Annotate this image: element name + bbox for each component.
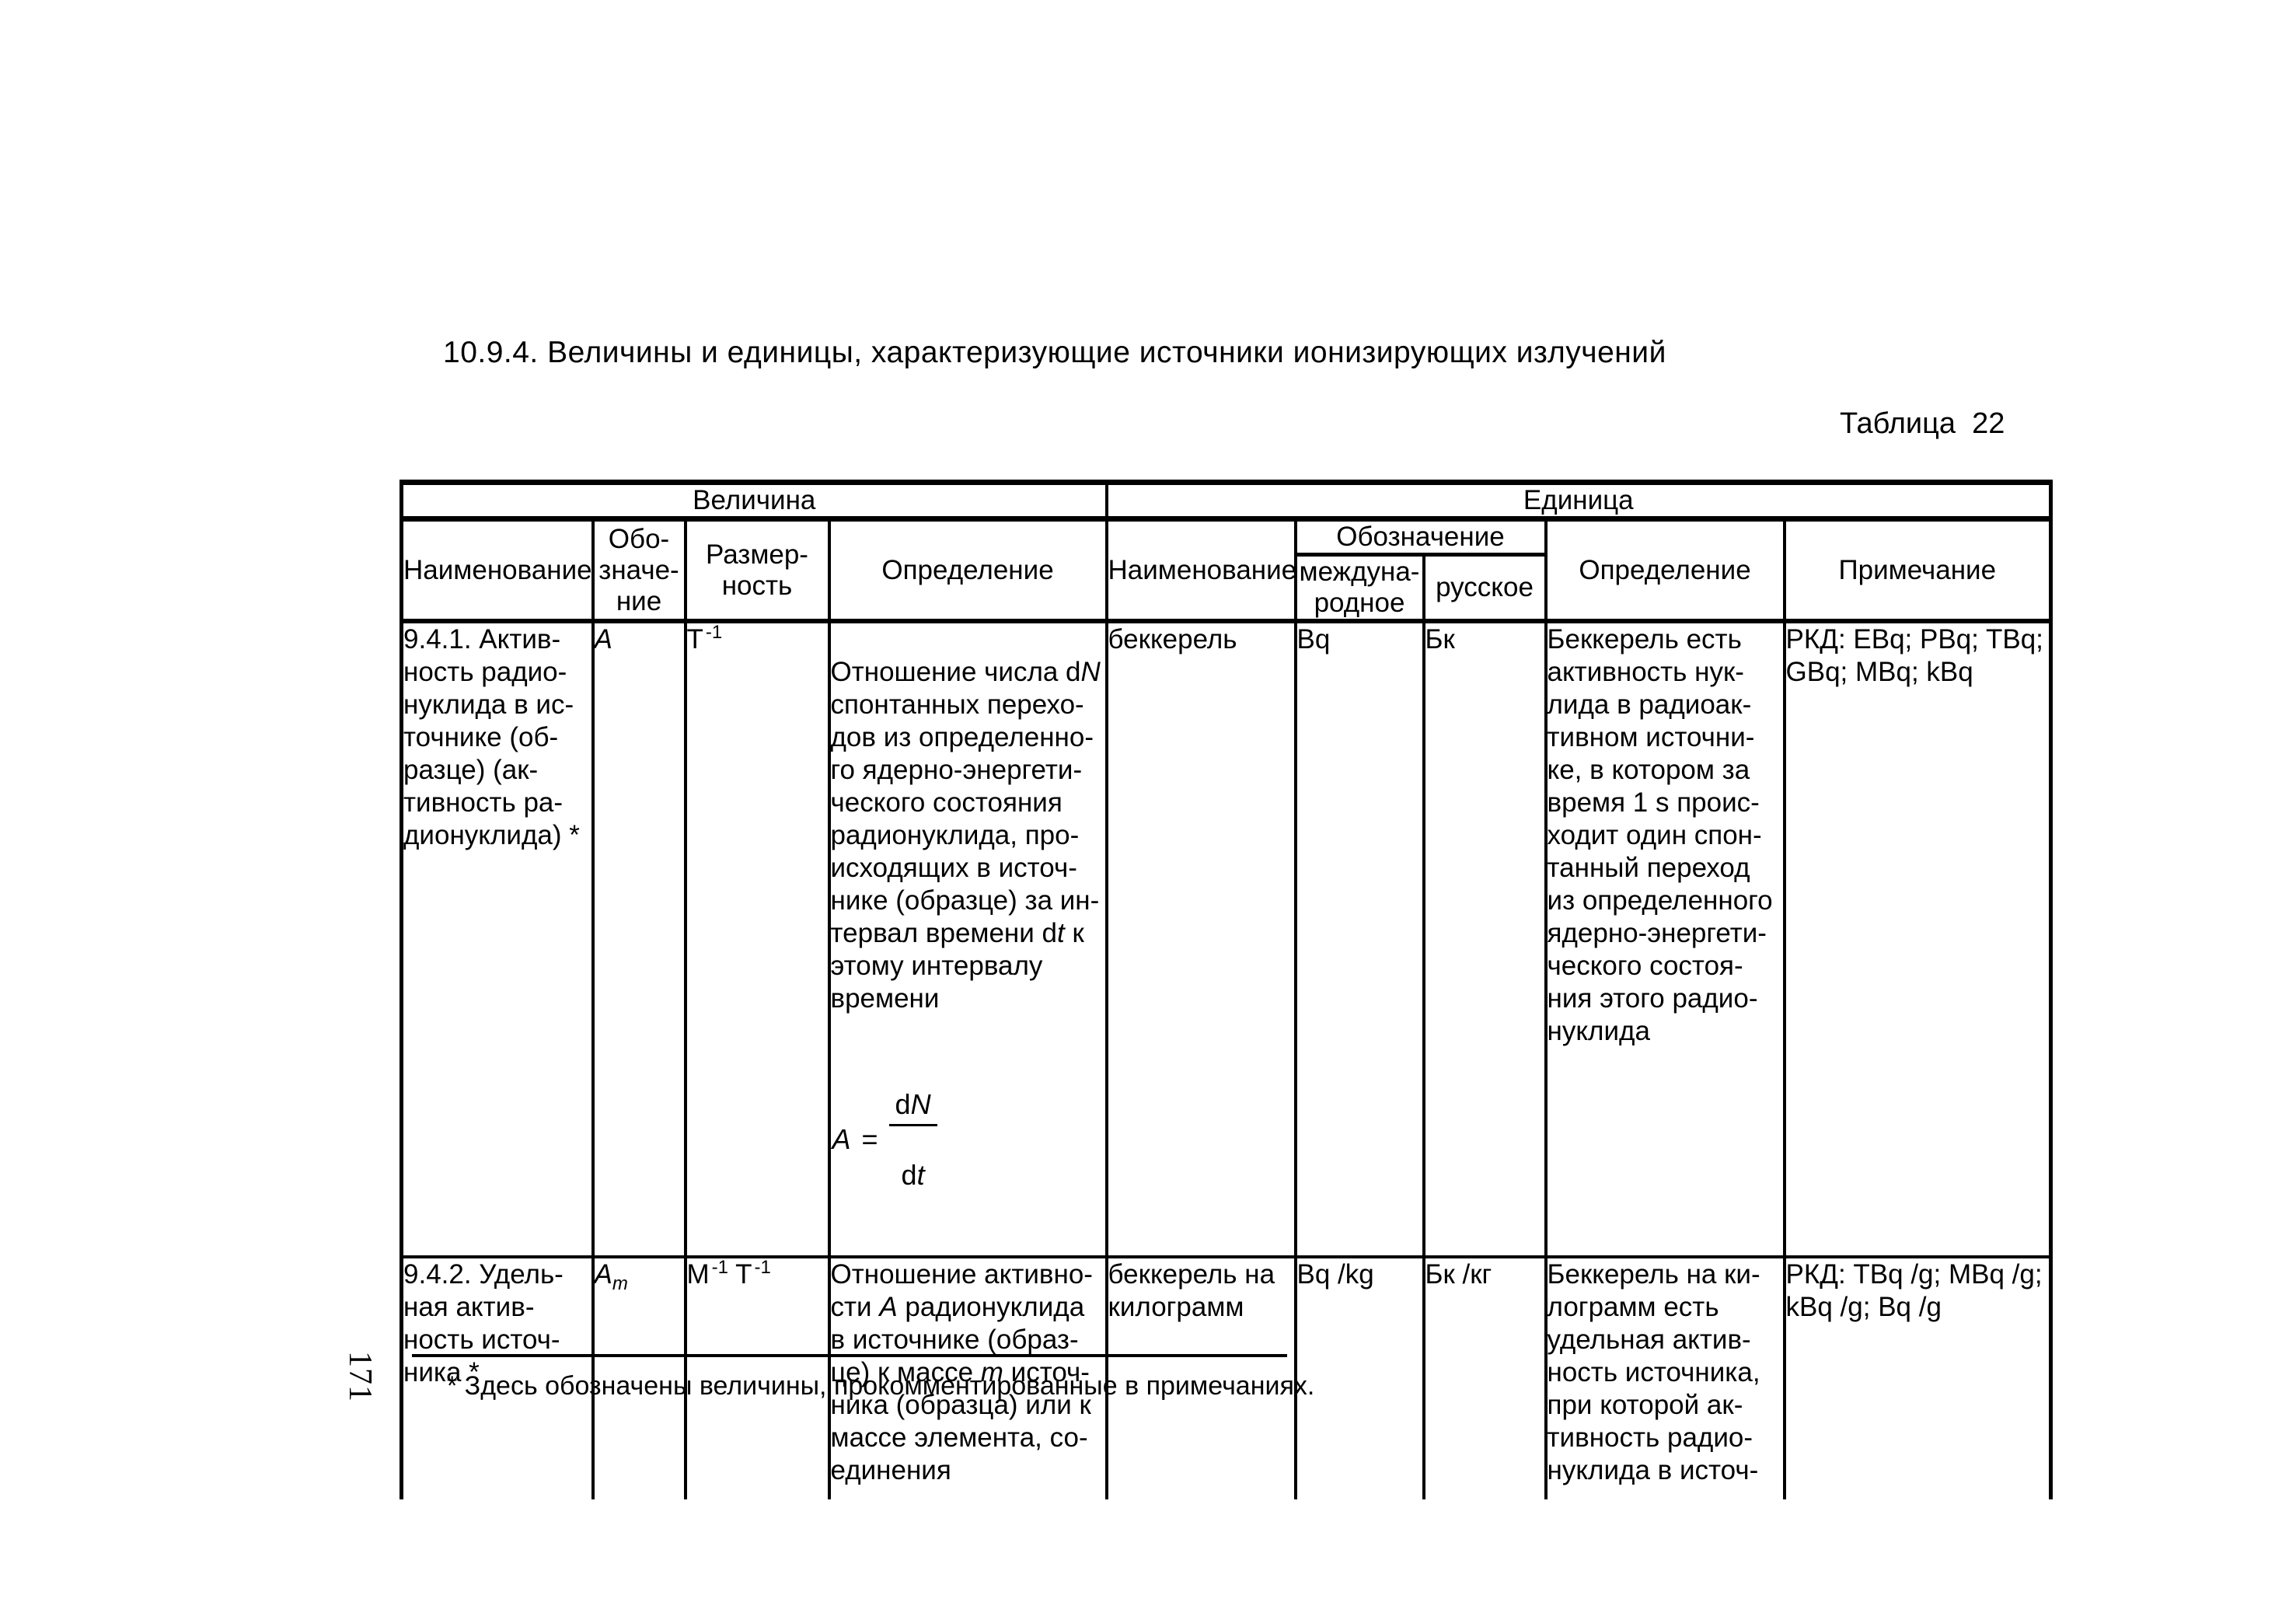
table-row-942: 9.4.2. Удель- ная актив- ность источ- ни… xyxy=(400,1255,2053,1499)
col-header-name-quantity: Наименование xyxy=(400,517,595,623)
col-header-definition-quantity: Определение xyxy=(827,517,1108,623)
row1-definition-text: Отношение числа dN спонтанных перехо- до… xyxy=(830,657,1101,1014)
row1-unit-name: беккерель xyxy=(1104,620,1297,1258)
page-title: 10.9.4. Величины и единицы, характеризую… xyxy=(443,336,1666,369)
formula-denominator: dt xyxy=(901,1159,925,1191)
formula-numerator: dN xyxy=(888,1087,937,1126)
quantities-units-table: Величина Единица Наименование Обо- значе… xyxy=(399,480,2053,1499)
row2-unit-name: беккерель на килограмм xyxy=(1104,1255,1297,1499)
col-header-designation-ru: русское xyxy=(1422,553,1548,623)
row1-note: РКД: EBq; PBq; TBq; GBq; MBq; kBq xyxy=(1782,620,2053,1258)
col-header-designation: Обозначение xyxy=(1293,517,1548,557)
footnote-divider xyxy=(412,1354,1287,1357)
row1-dimension: T -1 xyxy=(683,620,831,1258)
col-header-definition-unit: Определение xyxy=(1544,517,1786,623)
table-caption: Таблица 22 xyxy=(1840,407,2005,440)
col-header-name-unit: Наименование xyxy=(1104,517,1297,623)
group-header-quantity: Величина xyxy=(399,480,1108,522)
table-row-941: 9.4.1. Актив- ность радио- нуклида в ис-… xyxy=(400,620,2053,1258)
footnote-text: * Здесь обозначены величины, прокомменти… xyxy=(447,1371,1315,1401)
col-header-dimension: Размер- ность xyxy=(683,517,831,623)
row1-quantity-name: 9.4.1. Актив- ность радио- нуклида в ис-… xyxy=(400,620,595,1258)
col-header-note: Примечание xyxy=(1782,517,2053,623)
row2-unit-intl: Bq /kg xyxy=(1293,1255,1425,1499)
row2-unit-ru: Бк /кг xyxy=(1422,1255,1548,1499)
row2-note: РКД: TBq /g; MBq /g; kBq /g; Bq /g xyxy=(1782,1255,2053,1499)
formula-lhs: A xyxy=(832,1122,851,1155)
row1-unit-intl: Bq xyxy=(1293,620,1425,1258)
table-22: Величина Единица Наименование Обо- значе… xyxy=(399,480,2053,1499)
row1-unit-ru: Бк xyxy=(1422,620,1548,1258)
col-header-symbol: Обо- значе- ние xyxy=(591,517,687,623)
col-header-designation-intl: междуна- родное xyxy=(1293,553,1425,623)
column-header-row: Наименование Обо- значе- ние Размер- нос… xyxy=(400,517,2053,623)
row1-unit-definition: Беккерель есть активность нук- лида в ра… xyxy=(1544,620,1786,1258)
row1-quantity-definition: Отношение числа dN спонтанных перехо- до… xyxy=(827,620,1108,1258)
row2-unit-definition: Беккерель на ки- лограмм есть удельная а… xyxy=(1544,1255,1786,1499)
row2-symbol: Am xyxy=(591,1255,687,1499)
row2-quantity-name: 9.4.2. Удель- ная актив- ность источ- ни… xyxy=(400,1255,595,1499)
group-header-row: Величина Единица xyxy=(399,480,2053,522)
page-number: 171 xyxy=(342,1351,378,1402)
formula-equals: = xyxy=(861,1122,878,1155)
activity-formula: A = dN dt xyxy=(831,1056,1105,1223)
row2-quantity-definition: Отношение активно- сти A радионуклида в … xyxy=(827,1255,1108,1499)
row1-symbol: A xyxy=(591,620,687,1258)
row2-dimension: M -1 T -1 xyxy=(683,1255,831,1499)
designation-subheader-row: междуна- родное русское xyxy=(402,553,2051,623)
formula-fraction: dN dt xyxy=(888,1056,937,1223)
group-header-unit: Единица xyxy=(1104,480,2053,522)
